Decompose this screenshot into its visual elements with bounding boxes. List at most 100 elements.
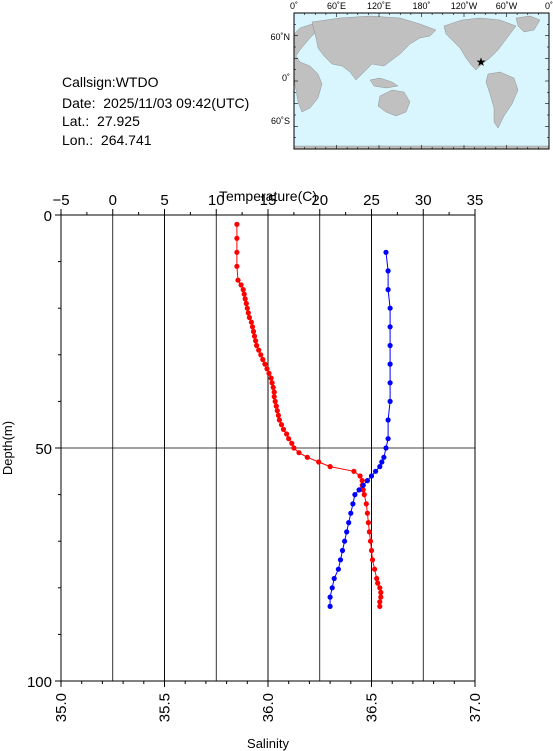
temperature-point	[291, 445, 297, 451]
temperature-point	[238, 282, 244, 288]
date-label: Date:	[62, 95, 96, 111]
temperature-point	[270, 384, 276, 390]
depth-axis: 0 50 100	[27, 208, 61, 691]
salinity-point	[356, 487, 362, 493]
map-longitude-label: 0˚	[290, 1, 298, 11]
salinity-point	[344, 529, 350, 535]
salinity-point	[387, 380, 393, 386]
land-indonesia	[369, 77, 399, 89]
temperature-point	[377, 603, 383, 610]
salinity-point	[385, 436, 391, 442]
salinity-axis-label: Salinity	[247, 736, 289, 751]
temperature-point	[378, 594, 384, 600]
temperature-point	[260, 356, 266, 363]
salinity-point	[383, 249, 389, 255]
chart-grid	[61, 215, 475, 681]
temperature-point	[234, 221, 240, 227]
chart-series	[234, 221, 393, 610]
salinity-point	[327, 603, 333, 610]
temperature-tick-label: 15	[260, 192, 277, 209]
callsign-label: Callsign:	[62, 74, 116, 90]
salinity-tick-label: 36.5	[364, 693, 381, 722]
temperature-point	[368, 547, 375, 554]
salinity-point	[329, 585, 335, 591]
salinity-point	[379, 459, 385, 465]
map-ticks	[293, 12, 550, 150]
lon-value: 264.741	[100, 132, 152, 148]
temperature-point	[268, 375, 274, 381]
salinity-point	[327, 594, 333, 600]
map-longitude-label: 120˚E	[367, 1, 391, 11]
temperature-tick-label: 35	[467, 192, 484, 209]
temperature-point	[284, 431, 290, 437]
salinity-tick-label: 36.0	[260, 693, 277, 722]
land-asia	[311, 15, 437, 81]
salinity-point	[385, 417, 391, 423]
temperature-tick-label: 20	[311, 192, 328, 209]
salinity-point	[337, 557, 344, 563]
temperature-point	[289, 440, 295, 446]
temperature-point	[377, 599, 383, 605]
lat-label: Lat.:	[62, 113, 90, 129]
temperature-point	[271, 394, 277, 400]
map-longitude-label: 60˚W	[496, 1, 518, 11]
salinity-point	[360, 482, 366, 488]
temperature-point	[278, 422, 285, 428]
temperature-point	[360, 487, 366, 493]
map-latitude-label: 60˚N	[270, 32, 290, 42]
temperature-point	[235, 277, 241, 283]
temperature-point	[272, 398, 278, 404]
temperature-point	[244, 305, 250, 311]
temperature-point	[275, 412, 281, 418]
station-star-icon: ★	[476, 55, 487, 69]
salinity-point	[387, 305, 393, 311]
temperature-point	[351, 468, 357, 474]
temperature-point	[372, 566, 378, 572]
salinity-point	[350, 501, 356, 507]
lon-label: Lon.:	[62, 132, 94, 148]
temperature-point	[378, 589, 384, 596]
map-longitude-label: 180˚	[412, 1, 430, 11]
land-greenland	[515, 15, 541, 33]
salinity-point	[385, 287, 391, 293]
salinity-point	[387, 342, 393, 349]
salinity-tick-label: 35.5	[157, 693, 174, 722]
temperature-point	[234, 263, 240, 269]
temperature-point	[273, 403, 279, 409]
temperature-point	[264, 366, 270, 372]
map-land	[293, 15, 550, 150]
temperature-point	[374, 575, 380, 582]
temperature-point	[359, 478, 365, 484]
salinity-point	[385, 268, 391, 274]
temperature-point	[377, 585, 383, 591]
temperature-point	[296, 450, 302, 456]
temperature-point	[266, 370, 272, 376]
temperature-point	[234, 235, 240, 241]
temperature-point	[375, 580, 381, 586]
temperature-series-line	[236, 224, 382, 607]
temperature-point	[245, 310, 251, 316]
temperature-point	[262, 361, 268, 367]
salinity-point	[339, 547, 346, 554]
salinity-point	[383, 445, 389, 451]
map-latitude-label: 0˚	[282, 73, 290, 83]
temperature-point	[366, 529, 372, 535]
salinity-point	[377, 464, 383, 470]
temperature-point	[248, 319, 254, 325]
temperature-point	[269, 380, 275, 386]
temperature-point	[253, 338, 259, 344]
lat-value: 27.925	[97, 113, 140, 129]
lon-line: Lon.: 264.741	[62, 132, 152, 148]
map-longitude-label: 0˚	[545, 1, 553, 11]
temperature-point	[241, 291, 247, 297]
temperature-tick-label: 30	[415, 192, 432, 209]
land-north-america	[443, 17, 517, 71]
salinity-point	[335, 566, 341, 572]
date-line: Date: 2025/11/03 09:42(UTC)	[62, 95, 249, 111]
salinity-point	[381, 454, 387, 460]
temperature-axis-label: Temperature(C)	[219, 188, 317, 204]
callsign-line: Callsign:WTDO	[62, 74, 158, 90]
temperature-tick-label: 10	[208, 192, 225, 209]
salinity-point	[387, 361, 393, 367]
